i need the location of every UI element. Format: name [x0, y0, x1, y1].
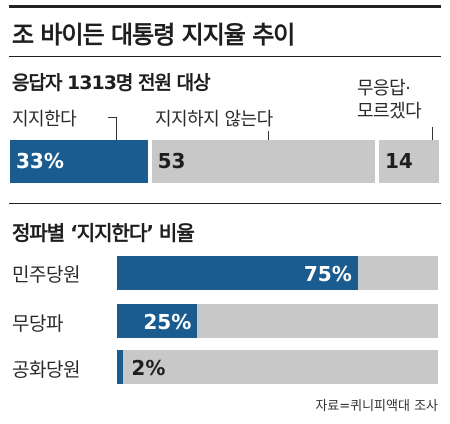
bar-democrat: [117, 256, 358, 290]
stack-segment-unsure: [378, 140, 439, 183]
category-label-republican: 공화당원: [12, 359, 80, 381]
stack-value-support: 33%: [16, 149, 64, 173]
stack-value-oppose: 53: [157, 149, 186, 173]
top-rule: [9, 5, 441, 8]
bar-independent: [117, 304, 198, 338]
legend-label-unsure: 무응답· 모르겠다: [357, 78, 422, 122]
legend-label-oppose: 지지하지 않는다: [155, 109, 273, 130]
chart2-subtitle: 정파별 ‘지지한다’ 비율: [12, 221, 195, 245]
stack-value-unsure: 14: [384, 149, 413, 173]
title-rule: [9, 56, 441, 57]
bar-track-republican: [117, 350, 438, 384]
leader-line-unsure: [432, 127, 433, 151]
bar-republican: [117, 350, 124, 384]
section-rule: [9, 203, 441, 204]
chart-title: 조 바이든 대통령 지지율 추이: [12, 21, 295, 49]
bar-value-democrat: 75%: [303, 262, 352, 286]
legend-label-support: 지지한다: [12, 109, 77, 130]
bar-value-republican: 2%: [131, 356, 166, 380]
bar-value-independent: 25%: [143, 310, 192, 334]
leader-line-support: [108, 117, 117, 158]
stack-segment-support: [10, 140, 148, 183]
source-note: 자료=퀴니피액대 조사: [315, 399, 438, 414]
stack-segment-oppose: [151, 140, 375, 183]
category-label-independent: 무당파: [12, 313, 63, 335]
category-label-democrat: 민주당원: [12, 264, 80, 286]
chart1-subtitle: 응답자 1313명 전원 대상: [12, 72, 211, 94]
